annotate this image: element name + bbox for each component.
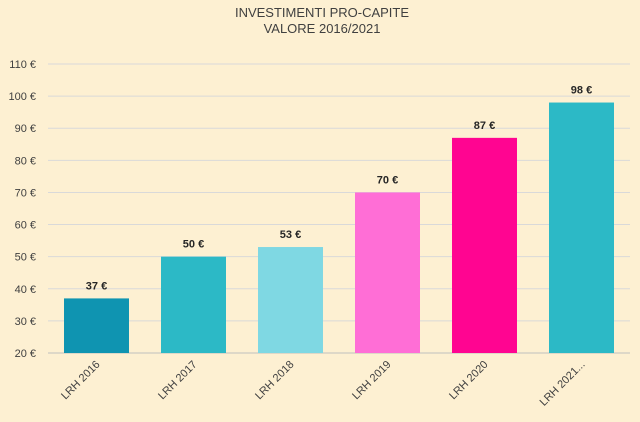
bar	[549, 102, 614, 354]
x-tick-label: LRH 2019	[350, 359, 394, 403]
y-tick-label: 20 €	[15, 348, 36, 360]
y-tick-label: 30 €	[15, 316, 36, 328]
x-tick-label: LRH 2017	[156, 359, 200, 403]
chart-title-line-1: INVESTIMENTI PRO-CAPITE	[235, 5, 409, 20]
gridlines	[48, 63, 630, 354]
y-tick-label: 80 €	[15, 155, 36, 167]
y-tick-label: 90 €	[15, 123, 36, 135]
bar	[258, 247, 323, 353]
y-tick-label: 60 €	[15, 220, 36, 232]
data-label: 53 €	[280, 229, 301, 241]
y-tick-label: 100 €	[8, 91, 36, 103]
x-tick-label: LRH 2020	[447, 359, 491, 403]
x-tick-label: LRH 2021...	[538, 359, 588, 409]
data-label: 87 €	[474, 120, 495, 132]
x-tick-label: LRH 2016	[59, 359, 103, 403]
bar	[161, 256, 226, 353]
data-label: 37 €	[86, 280, 107, 292]
data-label: 70 €	[377, 174, 398, 186]
y-tick-label: 50 €	[15, 252, 36, 264]
y-tick-label: 40 €	[15, 284, 36, 296]
x-axis-ticks: LRH 2016 LRH 2017 LRH 2018 LRH 2019 LRH 2020…	[59, 359, 588, 409]
data-label: 50 €	[183, 239, 204, 251]
bar	[355, 192, 420, 353]
bars	[64, 102, 614, 354]
y-tick-label: 70 €	[15, 187, 36, 199]
data-label: 98 €	[571, 85, 592, 97]
y-axis-ticks: 20 € 30 € 40 € 50 € 60 € 70 € 80 € 90 € 100 € 110…	[8, 59, 36, 360]
chart-title-line-2: VALORE 2016/2021	[264, 21, 381, 36]
y-tick-label: 110 €	[9, 59, 36, 71]
x-tick-label: LRH 2018	[253, 359, 297, 403]
bar	[452, 137, 517, 353]
bar	[64, 298, 129, 353]
data-labels: 37 € 50 € 53 € 70 € 87 € 98 €	[86, 85, 592, 293]
